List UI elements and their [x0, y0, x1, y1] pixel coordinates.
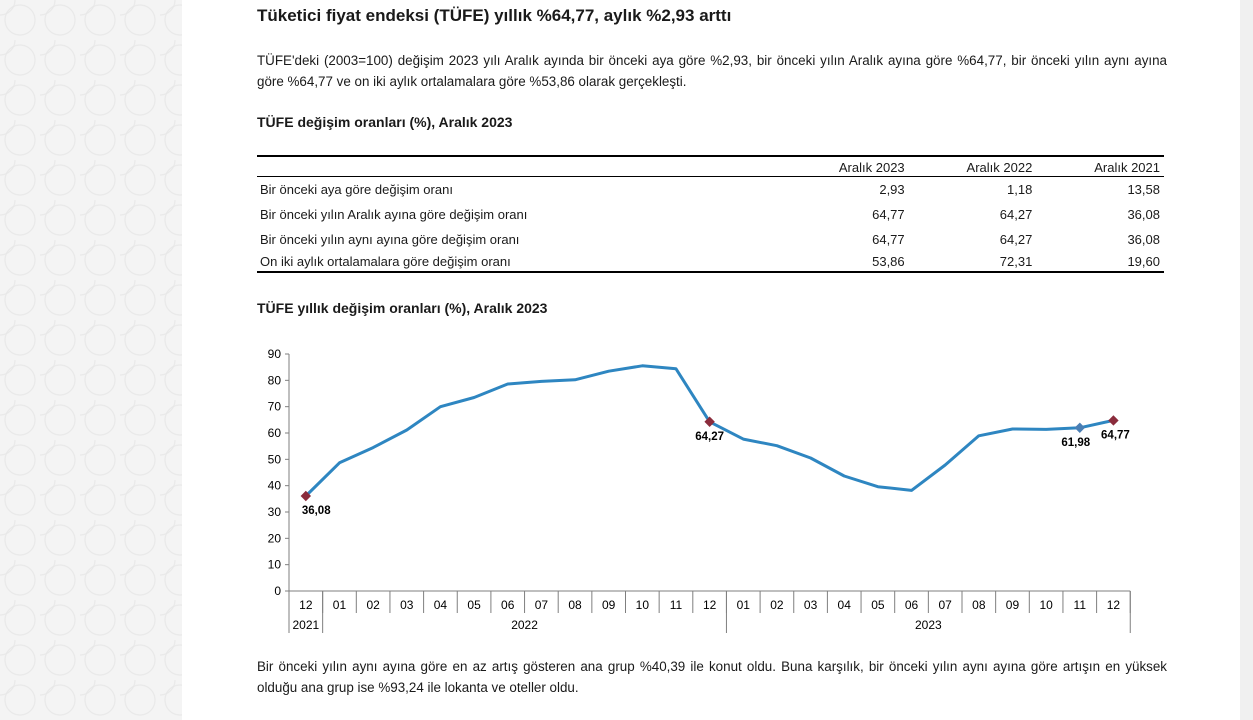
x-tick-label: 01 [737, 598, 751, 612]
x-tick-label: 02 [366, 598, 380, 612]
chart-title: TÜFE yıllık değişim oranları (%), Aralık… [257, 300, 548, 316]
y-tick-label: 50 [268, 452, 282, 466]
row-label: Bir önceki yılın aynı ayına göre değişim… [260, 232, 520, 247]
x-tick-label: 07 [938, 598, 952, 612]
x-tick-label: 12 [703, 598, 717, 612]
x-tick-label: 10 [1039, 598, 1053, 612]
table-header-row: Aralık 2023 Aralık 2022 Aralık 2021 [257, 156, 1164, 177]
y-tick-label: 20 [268, 531, 282, 545]
data-label: 64,27 [695, 431, 724, 443]
y-tick-label: 10 [268, 558, 282, 572]
data-label: 36,08 [302, 505, 331, 517]
intro-paragraph: TÜFE'deki (2003=100) değişim 2023 yılı A… [257, 53, 1167, 89]
x-tick-label: 08 [972, 598, 986, 612]
data-point-marker [300, 490, 312, 502]
data-label: 64,77 [1101, 429, 1130, 441]
scrollbar-track[interactable] [1240, 0, 1253, 720]
x-tick-label: 11 [1074, 598, 1087, 612]
row-label: Bir önceki aya göre değişim oranı [260, 182, 453, 197]
x-tick-label: 12 [1107, 598, 1121, 612]
data-point-marker [1074, 422, 1085, 433]
x-tick-label: 07 [535, 598, 549, 612]
table-cell: 72,31 [999, 253, 1033, 269]
y-tick-label: 90 [268, 347, 282, 361]
year-label: 2021 [292, 618, 319, 632]
x-tick-label: 06 [905, 598, 919, 612]
y-tick-label: 70 [268, 400, 282, 414]
x-tick-label: 09 [602, 598, 616, 612]
table-header-cell: Aralık 2023 [781, 156, 909, 177]
table-cell: 64,77 [872, 232, 905, 247]
table-cell: 64,27 [999, 232, 1033, 247]
x-tick-label: 06 [501, 598, 515, 612]
content-panel [182, 0, 1240, 720]
x-tick-label: 09 [1006, 598, 1020, 612]
table-cell: 13,58 [1127, 182, 1160, 197]
cpi-change-table: Aralık 2023 Aralık 2022 Aralık 2021 Bir … [257, 155, 1164, 273]
data-point-marker [1108, 415, 1119, 426]
table-cell: 53,86 [872, 253, 905, 269]
x-tick-label: 05 [871, 598, 885, 612]
x-tick-label: 11 [670, 598, 683, 612]
x-tick-label: 05 [467, 598, 481, 612]
x-tick-label: 12 [299, 598, 313, 612]
x-tick-label: 04 [434, 598, 448, 612]
table-row: Bir önceki yılın aynı ayına göre değişim… [257, 227, 1164, 252]
x-tick-label: 04 [838, 598, 852, 612]
table-cell: 64,27 [999, 207, 1033, 222]
y-tick-label: 30 [268, 505, 282, 519]
x-tick-label: 03 [400, 598, 414, 612]
x-tick-label: 02 [770, 598, 784, 612]
y-tick-label: 60 [268, 426, 282, 440]
table-cell: 19,60 [1127, 253, 1160, 269]
table-title: TÜFE değişim oranları (%), Aralık 2023 [257, 114, 513, 130]
row-label: Bir önceki yılın Aralık ayına göre değiş… [260, 207, 528, 222]
x-tick-label: 10 [636, 598, 650, 612]
table-cell: 1,18 [1007, 182, 1033, 197]
page-title: Tüketici fiyat endeksi (TÜFE) yıllık %64… [257, 6, 732, 25]
y-tick-label: 80 [268, 373, 282, 387]
y-tick-label: 0 [274, 584, 281, 598]
outro-paragraph: Bir önceki yılın aynı ayına göre en az a… [257, 659, 1167, 695]
y-tick-label: 40 [268, 479, 282, 493]
data-label: 61,98 [1061, 437, 1090, 449]
table-row: On iki aylık ortalamalara göre değişim o… [257, 252, 1164, 272]
table-cell: 2,93 [879, 182, 905, 197]
table-header-cell: Aralık 2021 [1036, 156, 1164, 177]
table-header-cell: Aralık 2022 [908, 156, 1037, 177]
row-label: On iki aylık ortalamalara göre değişim o… [260, 253, 511, 269]
x-tick-label: 03 [804, 598, 818, 612]
year-label: 2023 [915, 618, 942, 632]
table-cell: 36,08 [1127, 207, 1160, 222]
data-point-marker [704, 416, 715, 427]
table-cell: 36,08 [1127, 232, 1160, 247]
year-label: 2022 [511, 618, 538, 632]
table-row: Bir önceki aya göre değişim oranı 2,93 1… [257, 177, 1164, 203]
table-cell: 64,77 [872, 207, 905, 222]
x-tick-label: 08 [568, 598, 582, 612]
table-header-cell [257, 156, 781, 177]
x-tick-label: 01 [333, 598, 347, 612]
table-row: Bir önceki yılın Aralık ayına göre değiş… [257, 202, 1164, 227]
